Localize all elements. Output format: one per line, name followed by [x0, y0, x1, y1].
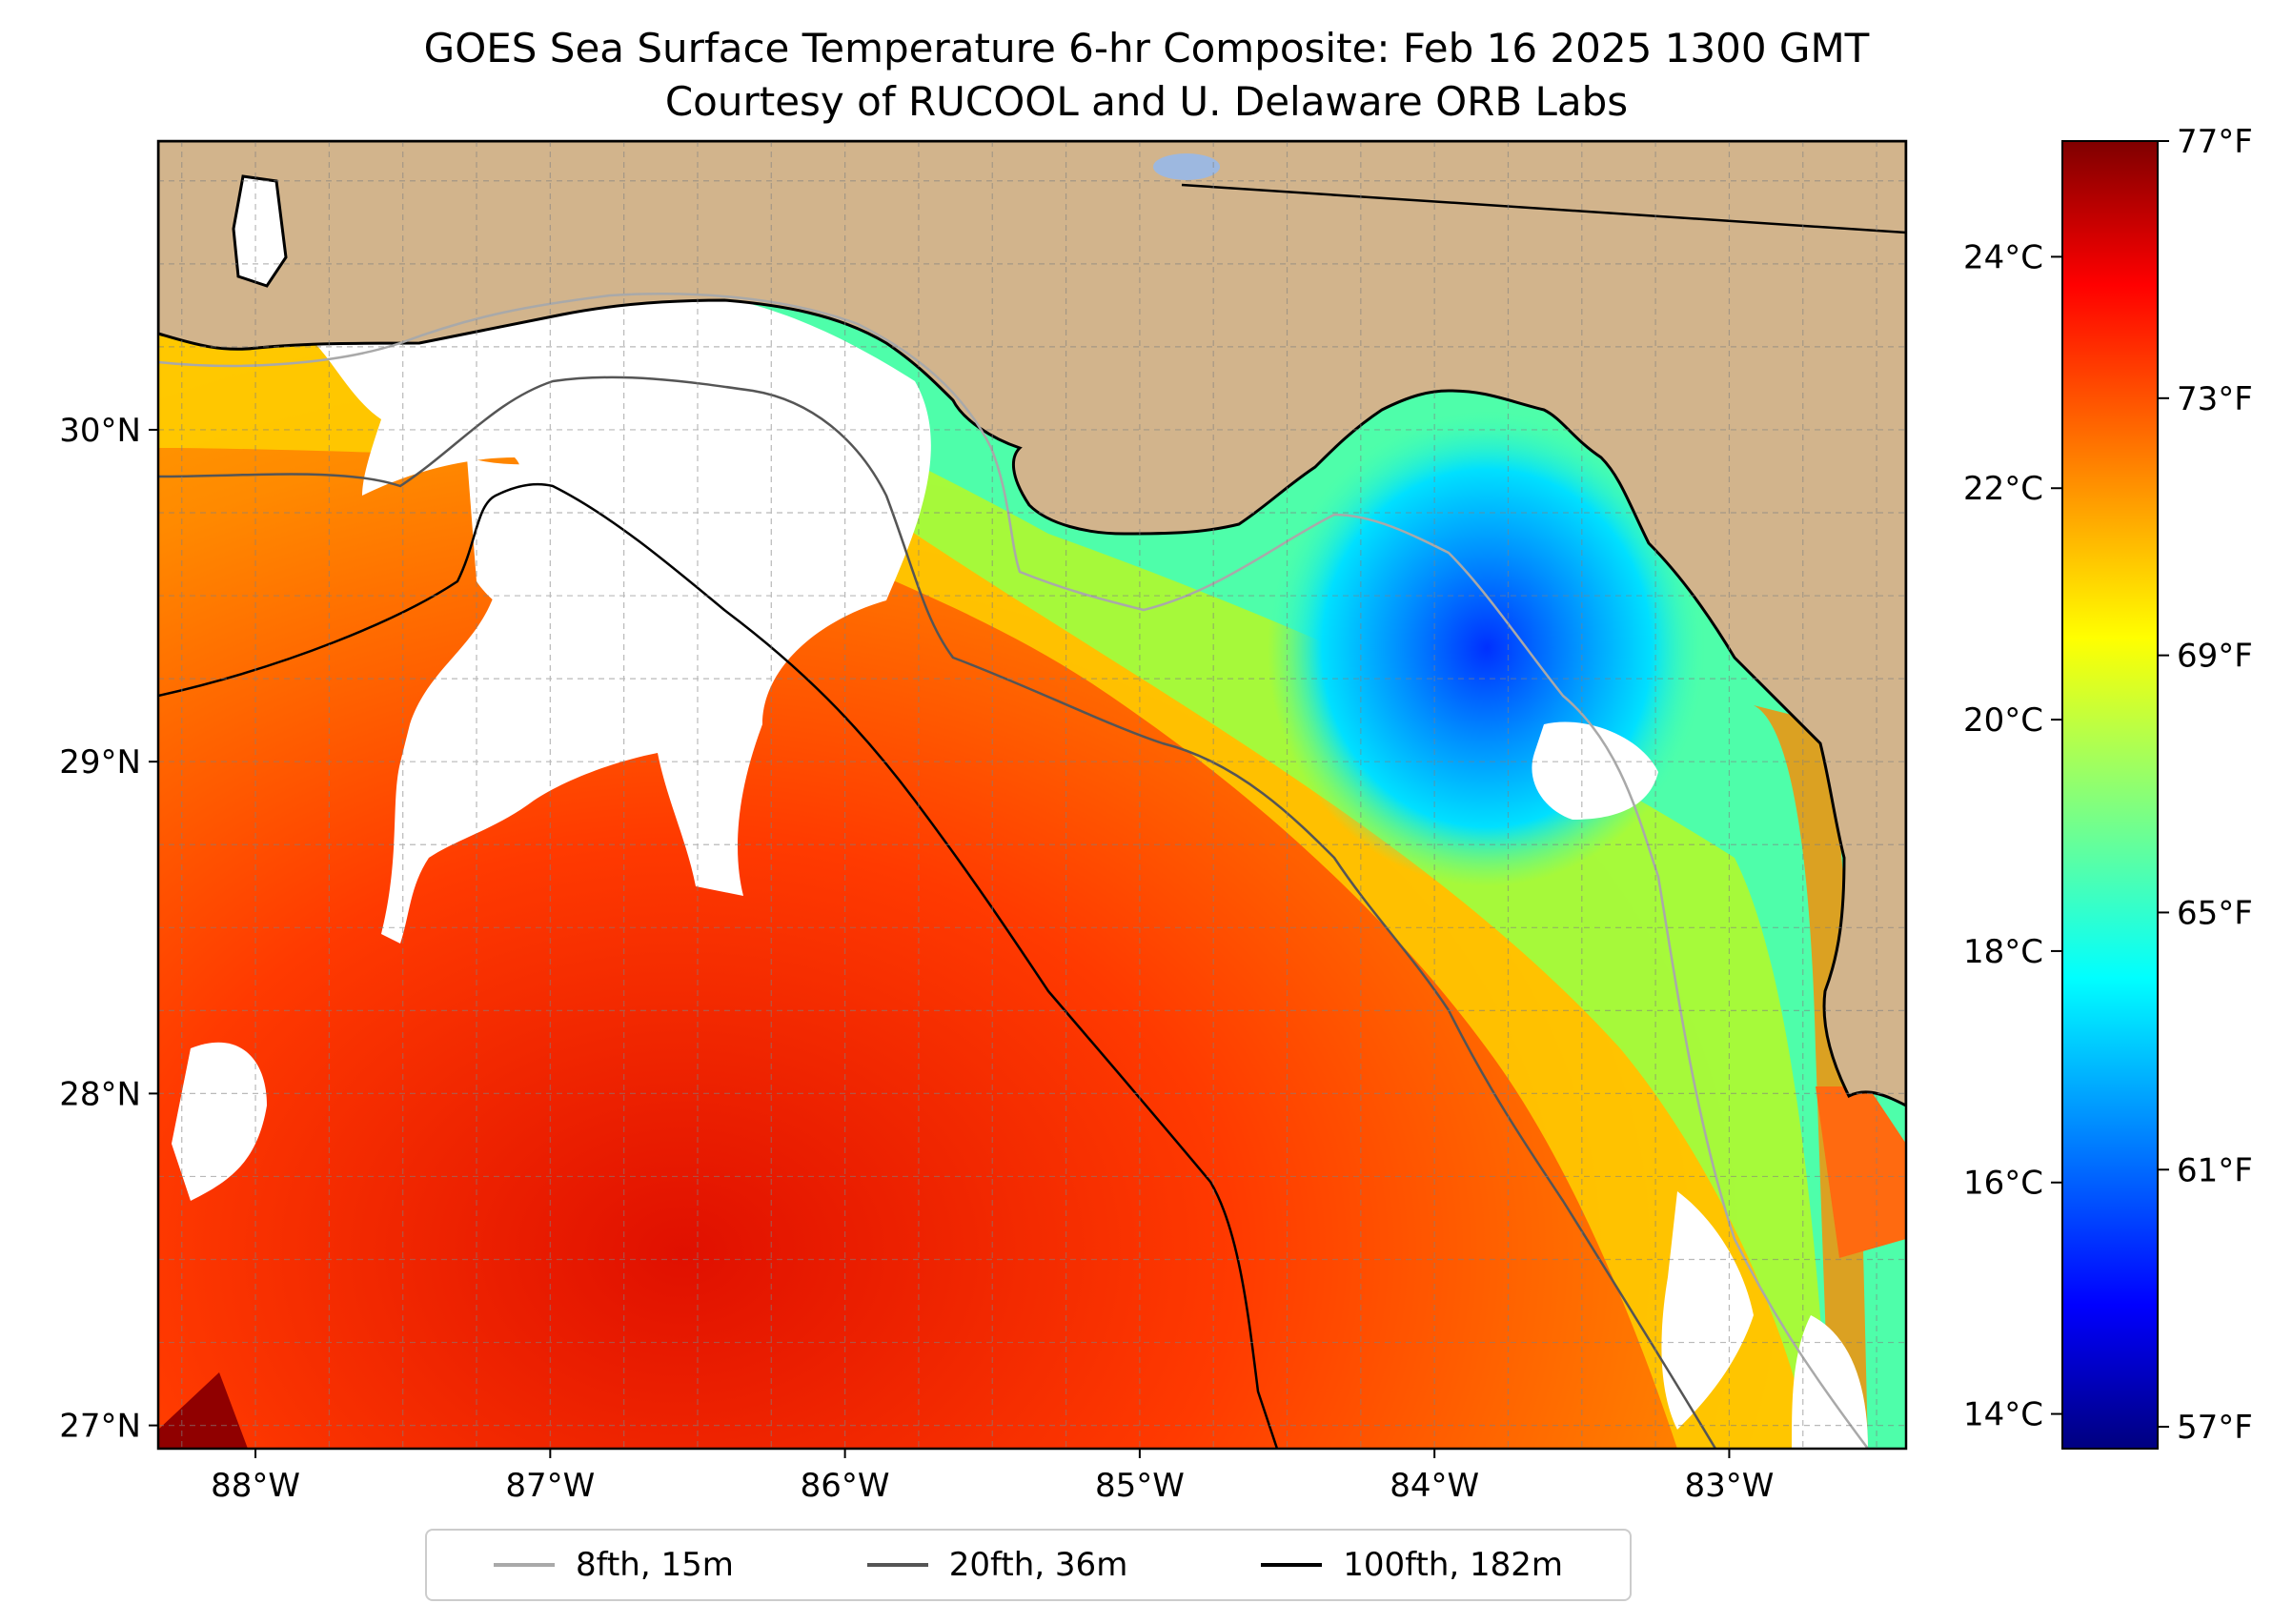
lon-tick-labels: 88°W 87°W 86°W 85°W 84°W 83°W: [211, 1449, 1774, 1505]
lake: [1153, 153, 1220, 180]
gridlines: [158, 141, 1906, 1449]
mobile-bay: [232, 174, 288, 288]
lon-tick-label: 85°W: [1095, 1467, 1185, 1505]
legend-label-100fth: 100fth, 182m: [1343, 1546, 1564, 1584]
map-panel: 88°W 87°W 86°W 85°W 84°W 83°W 27°N 28°N 29°N 30°…: [59, 139, 1908, 1505]
isobath-100fth: [158, 482, 1279, 1449]
legend-swatch-20fth: [866, 1563, 928, 1567]
fahrenheit-tick-label: 77°F: [2177, 123, 2253, 161]
state-boundary: [1181, 183, 1906, 234]
isobath-8fth: [158, 293, 1870, 1449]
legend-item-100fth: 100fth, 182m: [1261, 1546, 1563, 1584]
celsius-tick-label: 22°C: [1963, 470, 2043, 508]
fahrenheit-ticks: 57°F 61°F 65°F 69°F 73°F 77°F: [2158, 123, 2253, 1447]
lat-tick-label: 28°N: [59, 1075, 141, 1113]
sst-darkred-corner: [158, 1372, 248, 1449]
fahrenheit-tick-label: 73°F: [2177, 380, 2253, 418]
lon-tick-label: 86°W: [801, 1467, 890, 1505]
fahrenheit-tick-label: 65°F: [2177, 894, 2253, 932]
fahrenheit-tick-label: 57°F: [2177, 1409, 2253, 1447]
isobath-legend: 8fth, 15m 20fth, 36m 100fth, 182m: [425, 1529, 1632, 1601]
celsius-ticks: 14°C 16°C 18°C 20°C 22°C 24°C: [1963, 238, 2062, 1434]
colorbar-gradient: [2061, 140, 2159, 1450]
title-line-2: Courtesy of RUCOOL and U. Delaware ORB L…: [664, 78, 1629, 125]
fahrenheit-tick-label: 69°F: [2177, 638, 2253, 676]
celsius-tick-label: 20°C: [1963, 701, 2043, 740]
map-border: [156, 139, 1908, 1451]
celsius-tick-label: 16°C: [1963, 1165, 2043, 1203]
isobath-20fth: [158, 376, 1717, 1449]
sst-tampa-warm: [1816, 1086, 1906, 1258]
legend-item-20fth: 20fth, 36m: [866, 1546, 1128, 1584]
sst-coastal-warm: [1754, 705, 1868, 1449]
lon-tick-label: 88°W: [211, 1467, 300, 1505]
celsius-tick-label: 24°C: [1963, 238, 2043, 276]
lat-tick-labels: 27°N 28°N 29°N 30°N: [59, 412, 158, 1446]
lat-tick-label: 29°N: [59, 743, 141, 782]
legend-label-20fth: 20fth, 36m: [948, 1546, 1128, 1584]
celsius-tick-label: 14°C: [1963, 1396, 2043, 1434]
lat-tick-label: 30°N: [59, 412, 141, 450]
lat-tick-label: 27°N: [59, 1408, 141, 1446]
legend-label-8fth: 8fth, 15m: [575, 1546, 734, 1584]
legend-swatch-8fth: [493, 1563, 555, 1567]
title-line-1: GOES Sea Surface Temperature 6-hr Compos…: [423, 25, 1870, 71]
legend-item-8fth: 8fth, 15m: [493, 1546, 734, 1584]
celsius-tick-label: 18°C: [1963, 933, 2043, 971]
land-mass: [158, 141, 1906, 1107]
lon-tick-label: 84°W: [1390, 1467, 1479, 1505]
colorbar: 14°C 16°C 18°C 20°C 22°C 24°C 57°F 61°F 65°F 69°…: [1963, 123, 2253, 1450]
legend-swatch-100fth: [1261, 1563, 1323, 1567]
lon-tick-label: 83°W: [1684, 1467, 1774, 1505]
fahrenheit-tick-label: 61°F: [2177, 1151, 2253, 1189]
lon-tick-label: 87°W: [505, 1467, 595, 1505]
no-data-areas: [172, 281, 1868, 1449]
